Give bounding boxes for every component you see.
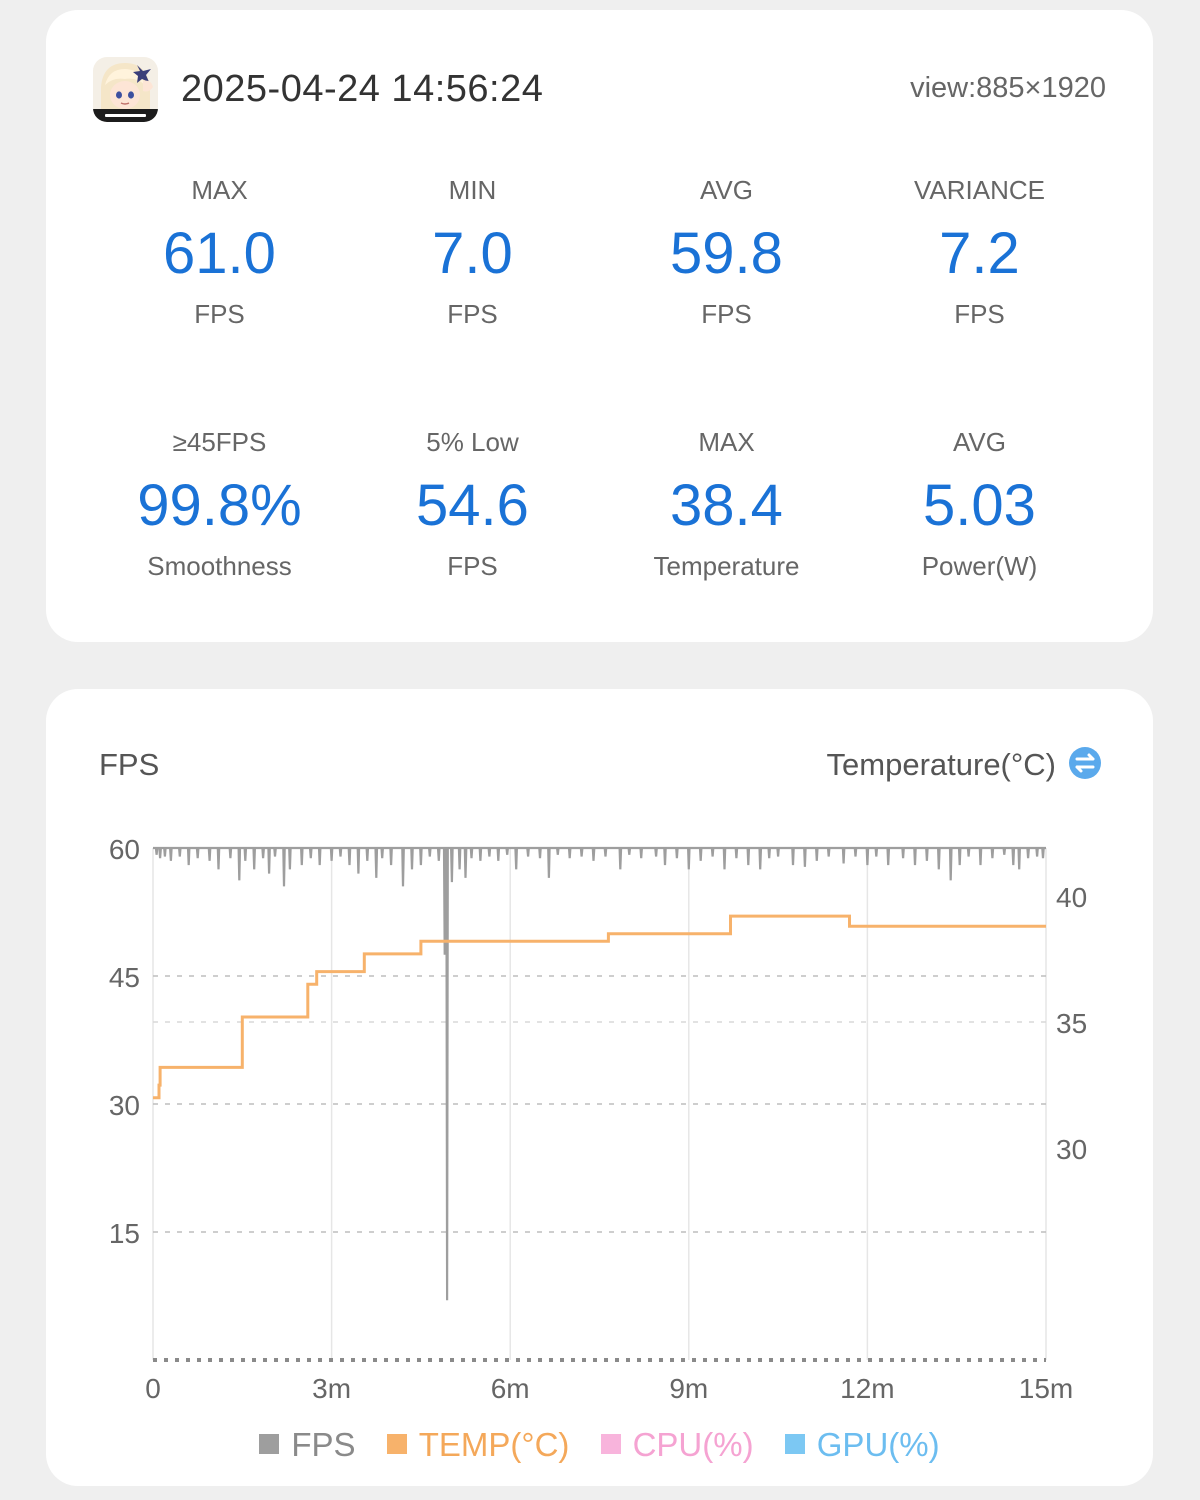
stat-unit: Temperature	[653, 551, 800, 581]
stat-smoothness: ≥45FPS 99.8% Smoothness	[93, 426, 346, 582]
stat-5pct-low: 5% Low 54.6 FPS	[346, 426, 599, 582]
stat-value: 59.8	[670, 221, 783, 286]
stat-unit: Power(W)	[921, 551, 1038, 581]
stat-value: 54.6	[416, 473, 529, 538]
x-tick-label: 9m	[669, 1373, 708, 1404]
x-tick-label: 6m	[491, 1373, 530, 1404]
x-tick-label: 12m	[840, 1373, 894, 1404]
fps-series-line	[153, 846, 1046, 1301]
stat-label: AVG	[700, 175, 753, 205]
stat-label: 5% Low	[426, 427, 519, 457]
stat-unit: FPS	[194, 299, 245, 329]
chart-legend: FPS TEMP(°C) CPU(%) GPU(%)	[46, 1426, 1153, 1464]
stat-label: MIN	[448, 175, 497, 205]
stat-value: 5.03	[923, 473, 1036, 538]
swap-axis-icon[interactable]	[1068, 746, 1102, 780]
stat-value: 7.2	[939, 221, 1020, 286]
character-avatar-icon	[93, 57, 158, 122]
legend-label: GPU(%)	[816, 1426, 940, 1463]
legend-label: CPU(%)	[632, 1426, 754, 1463]
y-right-tick-label: 40	[1056, 882, 1087, 913]
legend-label: TEMP(°C)	[418, 1426, 570, 1463]
x-tick-label: 0	[145, 1373, 161, 1404]
legend-swatch	[386, 1434, 407, 1454]
legend-label: FPS	[291, 1426, 356, 1463]
stat-value: 61.0	[163, 221, 276, 286]
x-tick-label: 3m	[312, 1373, 351, 1404]
summary-card: 2025-04-24 14:56:24 view:885×1920 MAX 61…	[46, 10, 1153, 642]
stat-max-fps: MAX 61.0 FPS	[93, 174, 346, 330]
y-left-tick-label: 60	[109, 834, 140, 865]
stat-label: MAX	[191, 175, 248, 205]
y-left-tick-label: 45	[109, 962, 140, 993]
stat-avg-power: AVG 5.03 Power(W)	[853, 426, 1106, 582]
legend-gpu[interactable]: GPU(%)	[784, 1426, 940, 1464]
stat-variance: VARIANCE 7.2 FPS	[853, 174, 1106, 330]
temp-series-line	[153, 914, 1046, 1100]
legend-swatch	[259, 1434, 280, 1454]
stat-value: 99.8%	[137, 473, 302, 538]
y-left-tick-label: 30	[109, 1090, 140, 1121]
stat-label: AVG	[953, 427, 1006, 457]
x-tick-label: 15m	[1019, 1373, 1073, 1404]
right-axis-title: Temperature(°C)	[826, 747, 1056, 782]
summary-header: 2025-04-24 14:56:24 view:885×1920	[46, 10, 1153, 170]
stat-unit: FPS	[447, 299, 498, 329]
chart-card: 15 30 45 60 30 35 40 0 3m 6m 9m 12m 15m FPS Temperat…	[46, 689, 1153, 1486]
stat-value: 7.0	[432, 221, 513, 286]
stat-value: 38.4	[670, 473, 783, 538]
stat-unit: FPS	[954, 299, 1005, 329]
stat-unit: Smoothness	[147, 551, 292, 581]
app-icon[interactable]	[93, 57, 158, 122]
session-datetime: 2025-04-24 14:56:24	[181, 68, 544, 110]
legend-swatch	[784, 1434, 805, 1454]
stat-unit: FPS	[447, 551, 498, 581]
stat-unit: FPS	[701, 299, 752, 329]
left-axis-title: FPS	[99, 747, 160, 782]
y-right-tick-label: 30	[1056, 1134, 1087, 1165]
fps-temperature-chart[interactable]: 15 30 45 60 30 35 40 0 3m 6m 9m 12m 15m	[46, 689, 1153, 1409]
stat-min-fps: MIN 7.0 FPS	[346, 174, 599, 330]
stat-label: VARIANCE	[914, 175, 1045, 205]
legend-swatch	[600, 1434, 621, 1454]
stat-label: ≥45FPS	[172, 427, 267, 457]
view-resolution: view:885×1920	[910, 72, 1106, 104]
y-right-tick-label: 35	[1056, 1008, 1087, 1039]
legend-fps[interactable]: FPS	[259, 1426, 356, 1464]
y-left-tick-label: 15	[109, 1218, 140, 1249]
legend-temp[interactable]: TEMP(°C)	[386, 1426, 570, 1464]
stat-max-temperature: MAX 38.4 Temperature	[600, 426, 853, 582]
legend-cpu[interactable]: CPU(%)	[600, 1426, 754, 1464]
stat-label: MAX	[698, 427, 755, 457]
stat-avg-fps: AVG 59.8 FPS	[600, 174, 853, 330]
